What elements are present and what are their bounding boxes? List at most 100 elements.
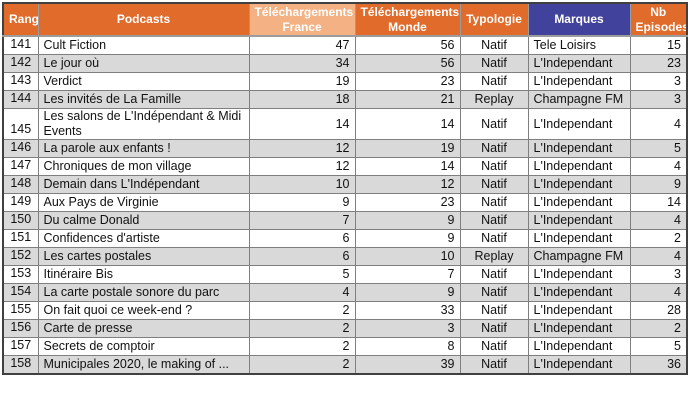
cell-marque: L'Independant	[527, 229, 631, 248]
cell-dl-france: 14	[248, 108, 356, 140]
cell-typologie: Replay	[459, 90, 529, 109]
cell-dl-monde: 12	[354, 175, 461, 194]
table-row: 146 La parole aux enfants ! 12 19 Natif …	[2, 139, 688, 158]
cell-podcast: Du calme Donald	[37, 211, 250, 230]
cell-dl-monde: 19	[354, 139, 461, 158]
table-row: 152 Les cartes postales 6 10 Replay Cham…	[2, 247, 688, 266]
cell-podcast: Municipales 2020, le making of ...	[37, 355, 250, 375]
cell-podcast: Les cartes postales	[37, 247, 250, 266]
cell-dl-monde: 9	[354, 283, 461, 302]
cell-podcast: Chroniques de mon village	[37, 157, 250, 176]
cell-dl-monde: 10	[354, 247, 461, 266]
cell-nb-episodes: 4	[629, 211, 688, 230]
cell-typologie: Natif	[459, 211, 529, 230]
cell-dl-monde: 23	[354, 193, 461, 212]
cell-dl-monde: 14	[354, 108, 461, 140]
cell-dl-france: 2	[248, 337, 356, 356]
cell-typologie: Natif	[459, 139, 529, 158]
cell-dl-monde: 9	[354, 211, 461, 230]
cell-nb-episodes: 5	[629, 337, 688, 356]
cell-marque: L'Independant	[527, 157, 631, 176]
cell-rang: 153	[2, 265, 39, 284]
table-row: 153 Itinéraire Bis 5 7 Natif L'Independa…	[2, 265, 688, 284]
cell-dl-monde: 39	[354, 355, 461, 375]
cell-dl-monde: 21	[354, 90, 461, 109]
table-row: 158 Municipales 2020, le making of ... 2…	[2, 355, 688, 375]
cell-podcast: Confidences d'artiste	[37, 229, 250, 248]
cell-dl-france: 12	[248, 139, 356, 158]
column-header-nb-episodes: Nb Episodes	[629, 2, 688, 37]
cell-marque: L'Independant	[527, 283, 631, 302]
cell-rang: 142	[2, 54, 39, 73]
table-row: 148 Demain dans L'Indépendant 10 12 Nati…	[2, 175, 688, 194]
cell-dl-monde: 7	[354, 265, 461, 284]
cell-nb-episodes: 14	[629, 193, 688, 212]
cell-dl-france: 18	[248, 90, 356, 109]
cell-rang: 156	[2, 319, 39, 338]
cell-dl-monde: 56	[354, 54, 461, 73]
cell-marque: Tele Loisirs	[527, 35, 631, 55]
cell-nb-episodes: 5	[629, 139, 688, 158]
cell-podcast: Carte de presse	[37, 319, 250, 338]
cell-rang: 147	[2, 157, 39, 176]
cell-podcast: La parole aux enfants !	[37, 139, 250, 158]
cell-rang: 148	[2, 175, 39, 194]
cell-typologie: Natif	[459, 337, 529, 356]
cell-podcast: Secrets de comptoir	[37, 337, 250, 356]
cell-nb-episodes: 36	[629, 355, 688, 375]
cell-dl-france: 9	[248, 193, 356, 212]
cell-dl-monde: 14	[354, 157, 461, 176]
cell-podcast: La carte postale sonore du parc	[37, 283, 250, 302]
cell-typologie: Natif	[459, 54, 529, 73]
cell-rang: 157	[2, 337, 39, 356]
cell-podcast: Le jour où	[37, 54, 250, 73]
cell-nb-episodes: 2	[629, 319, 688, 338]
table-row: 151 Confidences d'artiste 6 9 Natif L'In…	[2, 229, 688, 248]
table-row: 145 Les salons de L'Indépendant & Midi E…	[2, 108, 688, 140]
cell-nb-episodes: 9	[629, 175, 688, 194]
cell-nb-episodes: 3	[629, 72, 688, 91]
cell-rang: 149	[2, 193, 39, 212]
cell-typologie: Natif	[459, 193, 529, 212]
table-row: 142 Le jour où 34 56 Natif L'Independant…	[2, 54, 688, 73]
column-header-dl-france: Téléchargements France	[248, 2, 356, 37]
cell-typologie: Natif	[459, 301, 529, 320]
cell-rang: 152	[2, 247, 39, 266]
table-header: Rang Podcasts Téléchargements France Tél…	[2, 2, 688, 37]
cell-marque: L'Independant	[527, 193, 631, 212]
cell-rang: 141	[2, 35, 39, 55]
table-row: 143 Verdict 19 23 Natif L'Independant 3	[2, 72, 688, 91]
cell-dl-france: 5	[248, 265, 356, 284]
cell-rang: 155	[2, 301, 39, 320]
cell-typologie: Natif	[459, 157, 529, 176]
cell-rang: 151	[2, 229, 39, 248]
cell-dl-monde: 56	[354, 35, 461, 55]
cell-typologie: Natif	[459, 265, 529, 284]
cell-typologie: Natif	[459, 72, 529, 91]
cell-nb-episodes: 23	[629, 54, 688, 73]
cell-dl-france: 4	[248, 283, 356, 302]
cell-typologie: Natif	[459, 283, 529, 302]
cell-marque: L'Independant	[527, 72, 631, 91]
cell-typologie: Natif	[459, 35, 529, 55]
table-row: 150 Du calme Donald 7 9 Natif L'Independ…	[2, 211, 688, 230]
cell-marque: Champagne FM	[527, 90, 631, 109]
table-row: 144 Les invités de La Famille 18 21 Repl…	[2, 90, 688, 109]
data-table: Rang Podcasts Téléchargements France Tél…	[2, 2, 688, 375]
cell-nb-episodes: 4	[629, 247, 688, 266]
cell-podcast: Cult Fiction	[37, 35, 250, 55]
header-row: Rang Podcasts Téléchargements France Tél…	[2, 2, 688, 37]
cell-marque: L'Independant	[527, 265, 631, 284]
cell-marque: L'Independant	[527, 337, 631, 356]
cell-podcast: Itinéraire Bis	[37, 265, 250, 284]
cell-rang: 146	[2, 139, 39, 158]
cell-typologie: Replay	[459, 247, 529, 266]
cell-marque: L'Independant	[527, 355, 631, 375]
table-body: 141 Cult Fiction 47 56 Natif Tele Loisir…	[2, 35, 688, 375]
cell-dl-monde: 8	[354, 337, 461, 356]
cell-nb-episodes: 3	[629, 90, 688, 109]
cell-rang: 145	[2, 108, 39, 140]
cell-rang: 158	[2, 355, 39, 375]
cell-podcast: Verdict	[37, 72, 250, 91]
